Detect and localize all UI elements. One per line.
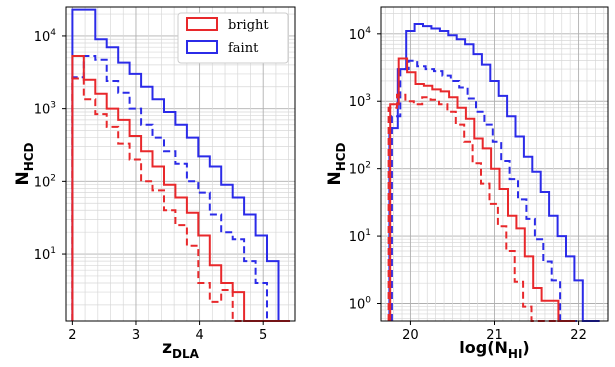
x-axis-label-subscript: HI xyxy=(508,347,523,361)
legend-label-faint: faint xyxy=(228,41,259,56)
faint-dashed-series xyxy=(390,59,577,322)
y-tick-exponent: 2 xyxy=(365,161,371,171)
y-tick-base: 10 xyxy=(349,297,366,312)
faint-solid-series xyxy=(71,8,290,322)
x-axis-label-subscript: DLA xyxy=(172,347,200,361)
x-tick-label: 3 xyxy=(132,328,140,343)
y-tick-exponent: 1 xyxy=(50,246,56,256)
y-tick-base: 10 xyxy=(34,175,51,190)
y-tick-exponent: 3 xyxy=(365,93,371,103)
x-tick-label: 21 xyxy=(486,328,503,343)
bright-dashed-series xyxy=(387,93,574,322)
x-tick-label: 2 xyxy=(68,328,76,343)
y-tick-base: 10 xyxy=(34,103,51,118)
y-tick-label: 103 xyxy=(349,93,371,110)
y-tick-exponent: 2 xyxy=(50,173,56,183)
bright-dashed-series xyxy=(71,77,290,322)
y-tick-label: 100 xyxy=(349,295,372,312)
y-tick-exponent: 3 xyxy=(50,101,56,111)
y-tick-exponent: 4 xyxy=(50,28,56,38)
y-tick-exponent: 4 xyxy=(365,26,371,36)
x-tick-label: 22 xyxy=(570,328,587,343)
y-tick-label: 101 xyxy=(34,246,56,263)
x-tick-label: 5 xyxy=(259,328,267,343)
legend-box xyxy=(177,12,289,64)
faint-solid-series xyxy=(388,23,600,322)
y-axis-label-main: N xyxy=(325,171,345,185)
y-axis-label: NHCD xyxy=(325,142,348,185)
x-tick-label: 20 xyxy=(402,328,419,343)
bright-solid-series xyxy=(71,55,290,322)
y-tick-label: 104 xyxy=(34,28,57,45)
legend-label-bright: bright xyxy=(228,18,269,33)
legend-swatch-faint xyxy=(186,40,218,54)
y-tick-base: 10 xyxy=(349,28,366,43)
x-axis-label: log(NHI) xyxy=(459,338,529,361)
y-axis-label-main: N xyxy=(13,171,33,185)
x-axis-label-main: z xyxy=(162,338,172,358)
y-tick-base: 10 xyxy=(349,163,366,178)
y-tick-base: 10 xyxy=(349,95,366,110)
legend-swatch-bright xyxy=(186,17,218,31)
legend: bright faint xyxy=(177,12,289,64)
y-tick-exponent: 1 xyxy=(365,228,371,238)
x-tick-label: 4 xyxy=(195,328,203,343)
y-axis-label-subscript: HCD xyxy=(22,142,36,171)
y-axis-label-subscript: HCD xyxy=(334,142,348,171)
series-group xyxy=(387,23,600,322)
y-tick-label: 102 xyxy=(349,161,371,178)
y-tick-exponent: 0 xyxy=(365,295,371,305)
y-tick-base: 10 xyxy=(34,248,51,263)
y-tick-label: 102 xyxy=(34,173,56,190)
y-tick-label: 101 xyxy=(349,228,371,245)
y-tick-base: 10 xyxy=(34,30,51,45)
y-tick-label: 104 xyxy=(349,26,372,43)
x-axis-label: zDLA xyxy=(162,338,200,361)
y-axis-label: NHCD xyxy=(13,142,36,185)
x-axis-label-main: log(N xyxy=(459,338,508,357)
y-tick-label: 103 xyxy=(34,101,56,118)
faint-dashed-series xyxy=(71,55,290,322)
bright-solid-series xyxy=(389,57,576,322)
y-tick-base: 10 xyxy=(349,230,366,245)
x-axis-label-end: ) xyxy=(522,338,529,357)
plot-frame xyxy=(65,6,296,322)
series-group xyxy=(71,8,290,322)
